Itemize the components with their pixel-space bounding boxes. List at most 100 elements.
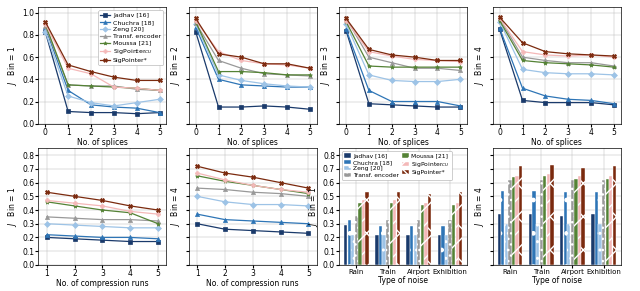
Bar bbox=[351, 235, 355, 265]
Bar bbox=[365, 192, 369, 265]
Bar bbox=[449, 220, 452, 265]
Jadhav [16] bbox=[42, 30, 49, 33]
Bar bbox=[564, 192, 567, 265]
Bar bbox=[441, 226, 445, 265]
Y-axis label: $J$   Bin = 4: $J$ Bin = 4 bbox=[169, 186, 182, 227]
Zeng [20] bbox=[64, 94, 72, 98]
SigPointer$_{CU}$ bbox=[64, 67, 72, 70]
Zeng [20] bbox=[87, 101, 95, 104]
Line: SigPointer$_{CU}$: SigPointer$_{CU}$ bbox=[43, 22, 162, 93]
Bar bbox=[508, 180, 511, 265]
Line: Transf. encoder: Transf. encoder bbox=[43, 24, 162, 93]
Bar bbox=[355, 216, 358, 265]
Text: (a): (a) bbox=[96, 156, 109, 165]
Bar bbox=[595, 192, 598, 265]
Bar bbox=[459, 192, 462, 265]
Line: Jadhav [16]: Jadhav [16] bbox=[43, 30, 162, 116]
Bar bbox=[543, 176, 547, 265]
Chuchra [18] bbox=[42, 26, 49, 29]
Chuchra [18] bbox=[87, 103, 95, 107]
SigPointer$_{CU}$ bbox=[87, 72, 95, 76]
X-axis label: No. of splices: No. of splices bbox=[227, 138, 278, 147]
Bar bbox=[382, 235, 386, 265]
Bar bbox=[571, 180, 574, 265]
Moussa [21] bbox=[133, 86, 141, 90]
X-axis label: Type of noise: Type of noise bbox=[532, 276, 582, 285]
Transf. encoder bbox=[42, 24, 49, 28]
Transf. encoder bbox=[87, 84, 95, 88]
Chuchra [18] bbox=[110, 105, 118, 109]
Bar bbox=[609, 176, 612, 265]
Bar bbox=[379, 226, 382, 265]
Jadhav [16] bbox=[156, 111, 163, 114]
Legend: Jadhav [16], Chuchra [18], Zeng [20], Transf. encoder, Moussa [21], SigPointer$_: Jadhav [16], Chuchra [18], Zeng [20], Tr… bbox=[99, 10, 163, 65]
Bar bbox=[375, 235, 378, 265]
Bar bbox=[515, 176, 519, 265]
Bar bbox=[567, 224, 570, 265]
X-axis label: No. of splices: No. of splices bbox=[77, 138, 128, 147]
Y-axis label: $J$   Bin = 1: $J$ Bin = 1 bbox=[307, 187, 320, 227]
Line: Zeng [20]: Zeng [20] bbox=[43, 30, 162, 108]
Bar bbox=[602, 180, 605, 265]
Bar bbox=[578, 176, 581, 265]
Text: (b): (b) bbox=[246, 156, 259, 165]
SigPointer* bbox=[42, 20, 49, 24]
Moussa [21] bbox=[156, 89, 163, 92]
Zeng [20] bbox=[42, 30, 49, 33]
Bar bbox=[529, 214, 532, 265]
Bar bbox=[390, 203, 393, 265]
X-axis label: No. of splices: No. of splices bbox=[378, 138, 429, 147]
Bar bbox=[362, 200, 365, 265]
Bar bbox=[591, 214, 595, 265]
Bar bbox=[505, 224, 508, 265]
Moussa [21] bbox=[64, 83, 72, 87]
Y-axis label: $J$   Bin = 2: $J$ Bin = 2 bbox=[169, 45, 182, 86]
Bar bbox=[605, 179, 609, 265]
Bar bbox=[512, 177, 515, 265]
Bar bbox=[393, 200, 396, 265]
Y-axis label: $J$   Bin = 3: $J$ Bin = 3 bbox=[319, 45, 332, 86]
Chuchra [18] bbox=[133, 107, 141, 110]
Jadhav [16] bbox=[133, 112, 141, 116]
Bar bbox=[397, 192, 400, 265]
Bar bbox=[420, 205, 424, 265]
Bar bbox=[348, 220, 351, 265]
Bar bbox=[406, 235, 410, 265]
SigPointer* bbox=[87, 70, 95, 73]
Bar bbox=[417, 220, 420, 265]
X-axis label: Type of noise: Type of noise bbox=[378, 276, 428, 285]
SigPointer$_{CU}$ bbox=[42, 22, 49, 26]
Bar bbox=[424, 203, 428, 265]
Bar bbox=[452, 205, 455, 265]
Bar bbox=[456, 203, 459, 265]
SigPointer* bbox=[133, 79, 141, 82]
Y-axis label: $J$   Bin = 4: $J$ Bin = 4 bbox=[473, 186, 486, 227]
Bar bbox=[612, 166, 616, 265]
Bar bbox=[536, 224, 540, 265]
Bar bbox=[413, 235, 417, 265]
SigPointer* bbox=[110, 75, 118, 79]
Bar bbox=[532, 191, 536, 265]
Moussa [21] bbox=[42, 22, 49, 26]
Chuchra [18] bbox=[156, 111, 163, 114]
Text: (c): (c) bbox=[397, 156, 409, 165]
Transf. encoder bbox=[110, 84, 118, 88]
Y-axis label: $J$   Bin = 1: $J$ Bin = 1 bbox=[6, 187, 19, 227]
Jadhav [16] bbox=[110, 111, 118, 114]
SigPointer$_{CU}$ bbox=[156, 89, 163, 92]
SigPointer* bbox=[64, 63, 72, 67]
Bar bbox=[560, 216, 563, 265]
Bar bbox=[598, 224, 602, 265]
Text: (d): (d) bbox=[550, 156, 563, 165]
Zeng [20] bbox=[156, 97, 163, 101]
Transf. encoder bbox=[133, 88, 141, 91]
Bar bbox=[438, 235, 441, 265]
Y-axis label: $J$   Bin = 4: $J$ Bin = 4 bbox=[473, 45, 486, 86]
Y-axis label: $J$   Bin = 1: $J$ Bin = 1 bbox=[6, 45, 19, 86]
Bar bbox=[344, 225, 348, 265]
Bar bbox=[358, 203, 362, 265]
Bar bbox=[386, 220, 389, 265]
Bar bbox=[498, 214, 501, 265]
X-axis label: No. of compression runs: No. of compression runs bbox=[207, 279, 299, 288]
Jadhav [16] bbox=[87, 111, 95, 114]
